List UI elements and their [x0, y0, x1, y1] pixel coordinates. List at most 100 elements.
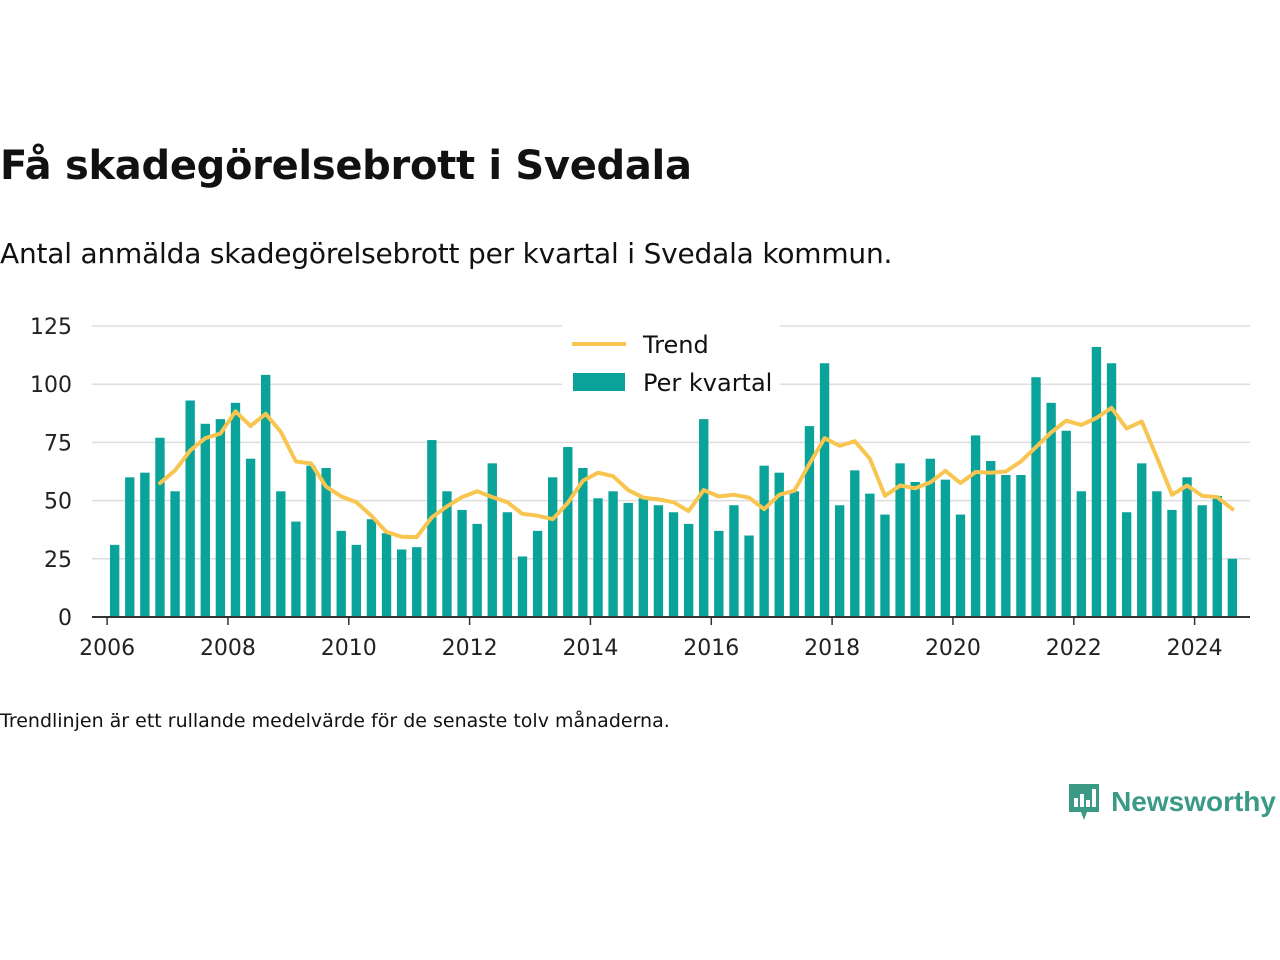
bar: [1137, 463, 1147, 617]
bar: [970, 435, 981, 617]
chart-subtitle: Antal anmälda skadegörelsebrott per kvar…: [0, 237, 893, 270]
bar: [638, 498, 648, 617]
chart: 2006 2008 2010 2012 2014 2016 2018 2020 2022 2024…: [30, 315, 1250, 661]
bar: [548, 477, 558, 617]
bar: [412, 547, 422, 617]
brand-logo: Newsworthy: [1067, 782, 1276, 822]
bar: [351, 544, 362, 617]
bar: [623, 502, 633, 617]
x-tick-label: 2012: [442, 636, 498, 661]
brand-name: Newsworthy: [1111, 786, 1276, 817]
bar-series: [109, 346, 1238, 617]
bar: [668, 512, 679, 617]
bar: [910, 481, 920, 617]
bar: [230, 402, 241, 617]
newsworthy-logo-icon: [1069, 784, 1100, 820]
bar: [774, 472, 784, 617]
bar: [276, 491, 286, 617]
bar: [880, 514, 890, 617]
bar: [155, 437, 165, 617]
bar: [865, 493, 875, 617]
bar: [1016, 474, 1026, 617]
bar: [517, 556, 528, 617]
bar: [729, 505, 739, 617]
bar: [608, 491, 618, 617]
bar: [804, 426, 815, 617]
bar: [1076, 491, 1087, 617]
bar: [215, 419, 226, 617]
bar: [759, 465, 769, 617]
bar: [683, 523, 694, 617]
bar: [563, 447, 573, 617]
legend-bar-label: Per kvartal: [643, 369, 772, 397]
bar: [1106, 363, 1117, 617]
bar: [366, 519, 377, 617]
bar: [1212, 495, 1222, 617]
x-tick-label: 2014: [562, 636, 618, 661]
bar: [1182, 477, 1192, 617]
bar: [125, 477, 135, 617]
y-axis: 0 25 50 75 100 125: [30, 315, 72, 631]
bar: [245, 458, 256, 617]
bar: [170, 491, 180, 617]
y-tick-label: 0: [58, 606, 72, 631]
bar: [819, 363, 830, 617]
y-tick-label: 50: [44, 490, 72, 515]
bar: [699, 419, 709, 617]
y-tick-label: 75: [44, 431, 72, 456]
x-tick-label: 2006: [79, 636, 135, 661]
legend: Trend Per kvartal: [562, 325, 780, 403]
bar: [744, 535, 754, 617]
bar: [321, 468, 331, 617]
bar: [185, 400, 195, 617]
trend-line: [158, 405, 1235, 540]
x-tick-label: 2008: [200, 636, 256, 661]
bar: [1121, 512, 1132, 617]
bar: [396, 549, 407, 617]
bar: [940, 479, 951, 617]
footnote: Trendlinjen är ett rullande medelvärde f…: [0, 710, 670, 732]
legend-trend-label: Trend: [642, 331, 709, 359]
bar: [789, 491, 800, 617]
bar: [1061, 430, 1071, 617]
bar: [306, 465, 316, 617]
x-axis: 2006 2008 2010 2012 2014 2016 2018 2020 2022 2024: [79, 617, 1223, 661]
bar: [442, 491, 452, 617]
bar: [895, 463, 905, 617]
bar: [109, 544, 120, 617]
bar: [593, 498, 603, 617]
chart-title: Få skadegörelsebrott i Svedala: [0, 143, 692, 189]
bar: [850, 470, 860, 617]
bar: [200, 423, 210, 617]
x-tick-label: 2016: [683, 636, 739, 661]
bar: [381, 533, 392, 617]
bar: [336, 530, 346, 617]
x-tick-label: 2010: [321, 636, 377, 661]
bar: [714, 530, 724, 617]
bar: [502, 512, 513, 617]
bar: [1197, 505, 1207, 617]
y-tick-label: 125: [30, 315, 72, 340]
bar: [834, 505, 845, 617]
bar: [472, 523, 482, 617]
x-tick-label: 2020: [925, 636, 981, 661]
bar: [457, 509, 467, 617]
x-tick-label: 2022: [1046, 636, 1102, 661]
bar: [1001, 474, 1011, 617]
bar: [578, 468, 588, 617]
bar: [532, 530, 543, 617]
legend-bar-swatch: [573, 373, 625, 391]
bar: [1152, 491, 1162, 617]
bar: [1227, 558, 1238, 617]
bar: [487, 463, 497, 617]
bar: [1091, 346, 1102, 617]
bar: [955, 514, 966, 617]
bar: [140, 472, 150, 617]
bar: [1046, 402, 1056, 617]
bar: [427, 440, 437, 617]
bar: [1167, 509, 1177, 617]
bar: [1031, 377, 1041, 617]
bar: [986, 461, 996, 617]
bar: [291, 521, 301, 617]
y-tick-label: 25: [44, 548, 72, 573]
